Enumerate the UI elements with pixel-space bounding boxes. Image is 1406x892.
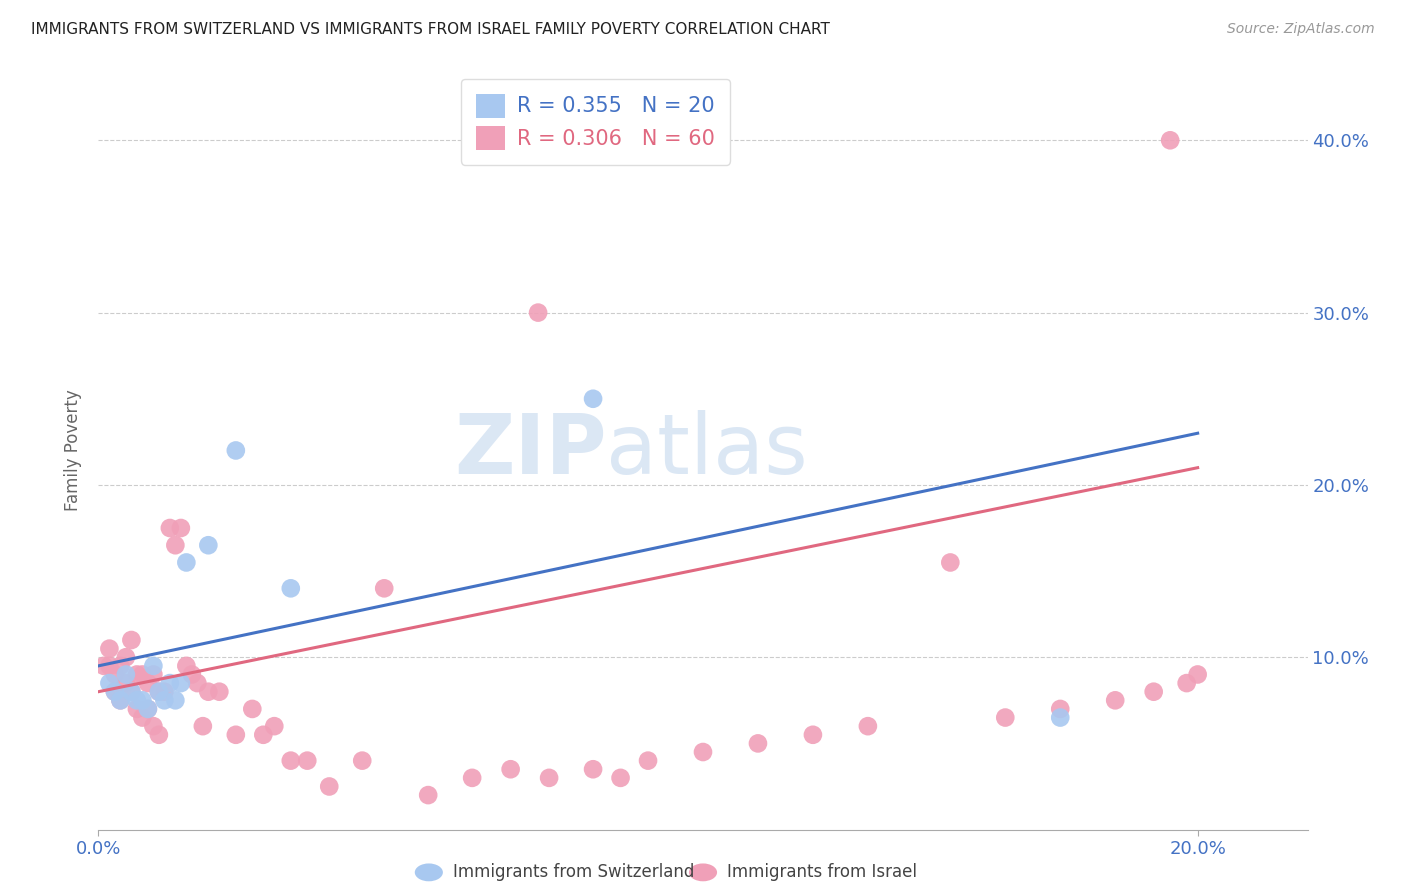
- Point: [125, 667, 148, 681]
- Point: [499, 762, 522, 776]
- Point: [1159, 133, 1181, 147]
- Point: [373, 582, 395, 596]
- Point: [609, 771, 631, 785]
- Point: [208, 684, 231, 698]
- Point: [115, 676, 138, 690]
- Point: [125, 702, 148, 716]
- Point: [197, 684, 219, 698]
- Point: [1049, 702, 1071, 716]
- Point: [352, 754, 374, 768]
- Text: IMMIGRANTS FROM SWITZERLAND VS IMMIGRANTS FROM ISRAEL FAMILY POVERTY CORRELATION: IMMIGRANTS FROM SWITZERLAND VS IMMIGRANT…: [31, 22, 830, 37]
- Point: [180, 667, 202, 681]
- Text: atlas: atlas: [606, 410, 808, 491]
- Point: [170, 521, 193, 535]
- Point: [104, 684, 127, 698]
- Point: [240, 702, 263, 716]
- Text: Source: ZipAtlas.com: Source: ZipAtlas.com: [1227, 22, 1375, 37]
- Point: [186, 676, 208, 690]
- Legend: R = 0.355   N = 20, R = 0.306   N = 60: R = 0.355 N = 20, R = 0.306 N = 60: [461, 79, 730, 164]
- Point: [165, 538, 187, 552]
- Point: [142, 719, 165, 733]
- Point: [104, 684, 127, 698]
- Point: [747, 736, 769, 750]
- Point: [110, 693, 132, 707]
- Text: ZIP: ZIP: [454, 410, 606, 491]
- Point: [263, 719, 285, 733]
- Point: [98, 641, 121, 656]
- Point: [110, 693, 132, 707]
- Point: [125, 693, 148, 707]
- Point: [120, 633, 142, 648]
- Point: [136, 702, 159, 716]
- Point: [142, 658, 165, 673]
- Point: [131, 710, 153, 724]
- Point: [939, 556, 962, 570]
- Point: [856, 719, 879, 733]
- Point: [136, 676, 159, 690]
- Point: [131, 667, 153, 681]
- Point: [280, 754, 302, 768]
- Point: [1175, 676, 1198, 690]
- Point: [153, 693, 176, 707]
- Point: [1104, 693, 1126, 707]
- Point: [120, 684, 142, 698]
- Point: [131, 693, 153, 707]
- Point: [538, 771, 561, 785]
- Point: [994, 710, 1017, 724]
- Point: [461, 771, 484, 785]
- Point: [197, 538, 219, 552]
- Point: [318, 780, 340, 794]
- Point: [115, 667, 138, 681]
- Point: [280, 582, 302, 596]
- Text: Immigrants from Switzerland: Immigrants from Switzerland: [453, 863, 695, 881]
- Point: [142, 667, 165, 681]
- Point: [637, 754, 659, 768]
- Point: [1187, 667, 1209, 681]
- Point: [176, 658, 198, 673]
- Point: [1049, 710, 1071, 724]
- Point: [148, 684, 170, 698]
- Point: [418, 788, 440, 802]
- Point: [582, 392, 605, 406]
- Point: [1143, 684, 1166, 698]
- Point: [225, 443, 247, 458]
- Point: [159, 521, 181, 535]
- Point: [136, 702, 159, 716]
- Point: [148, 684, 170, 698]
- Y-axis label: Family Poverty: Family Poverty: [65, 390, 83, 511]
- Point: [692, 745, 714, 759]
- Point: [98, 676, 121, 690]
- Point: [159, 676, 181, 690]
- Point: [110, 658, 132, 673]
- Point: [225, 728, 247, 742]
- Point: [582, 762, 605, 776]
- Point: [191, 719, 214, 733]
- Point: [104, 667, 127, 681]
- Point: [120, 684, 142, 698]
- Point: [115, 650, 138, 665]
- Point: [93, 658, 115, 673]
- Point: [170, 676, 193, 690]
- Point: [252, 728, 274, 742]
- Point: [527, 305, 550, 319]
- Point: [297, 754, 319, 768]
- Point: [176, 556, 198, 570]
- Point: [148, 728, 170, 742]
- Text: Immigrants from Israel: Immigrants from Israel: [727, 863, 917, 881]
- Point: [98, 658, 121, 673]
- Point: [165, 693, 187, 707]
- Point: [801, 728, 824, 742]
- Point: [153, 684, 176, 698]
